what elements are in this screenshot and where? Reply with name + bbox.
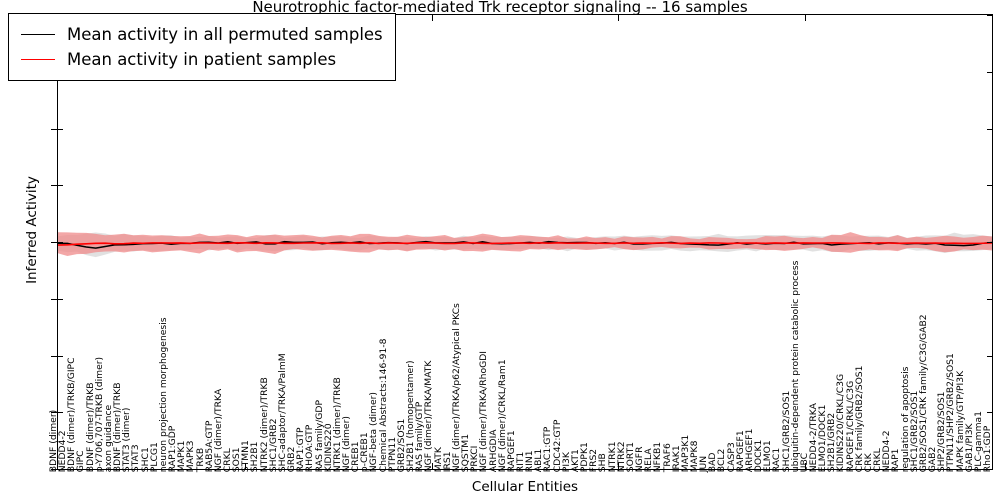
y-tick-mark <box>51 412 57 414</box>
y-tick-inner-left <box>58 469 63 470</box>
y-tick-inner-left <box>58 128 63 130</box>
y-tick-mark <box>51 185 57 187</box>
legend-entry-permuted: Mean activity in all permuted samples <box>17 22 383 47</box>
y-tick-inner-left <box>58 185 63 187</box>
x-tick-bottom <box>618 463 620 469</box>
y-tick-inner-right <box>987 242 992 243</box>
y-tick-mark <box>51 128 57 130</box>
y-tick-mark <box>51 469 57 470</box>
y-tick-mark <box>51 242 57 243</box>
y-tick-inner-left <box>58 355 63 357</box>
legend-color-swatch-patient <box>21 59 55 60</box>
y-axis-label: Inferred Activity <box>24 176 40 284</box>
plot-area <box>57 14 993 470</box>
legend-label-patient: Mean activity in patient samples <box>67 50 337 69</box>
y-tick-inner-right <box>987 412 992 414</box>
x-tick-bottom <box>244 463 246 469</box>
series-canvas <box>58 232 992 258</box>
patient-mean-line <box>58 241 992 246</box>
y-tick-mark <box>51 298 57 300</box>
y-tick-inner-left <box>58 298 63 300</box>
y-tick-inner-right <box>987 355 992 357</box>
x-tick-bottom <box>805 463 807 469</box>
y-tick-inner-right <box>987 298 992 300</box>
chart-legend: Mean activity in all permuted samples Me… <box>8 13 396 81</box>
y-tick-inner-right <box>987 469 992 470</box>
y-tick-inner-right <box>987 15 992 16</box>
chart-title: Neurotrophic factor-mediated Trk recepto… <box>252 0 748 16</box>
x-tick-top <box>618 15 620 21</box>
y-tick-mark <box>51 355 57 357</box>
y-tick-inner-left <box>58 242 63 243</box>
legend-label-permuted: Mean activity in all permuted samples <box>67 25 383 44</box>
y-tick-inner-right <box>987 185 992 187</box>
x-tick-top <box>805 15 807 21</box>
legend-color-swatch-permuted <box>21 34 55 35</box>
y-tick-inner-right <box>987 128 992 130</box>
patient-samples-band <box>58 232 992 257</box>
x-axis-label: Cellular Entities <box>471 479 579 495</box>
y-tick-inner-left <box>58 412 63 414</box>
y-tick-inner-right <box>987 71 992 73</box>
x-tick-bottom <box>431 463 433 469</box>
legend-entry-patient: Mean activity in patient samples <box>17 47 383 72</box>
x-tick-top <box>431 15 433 21</box>
